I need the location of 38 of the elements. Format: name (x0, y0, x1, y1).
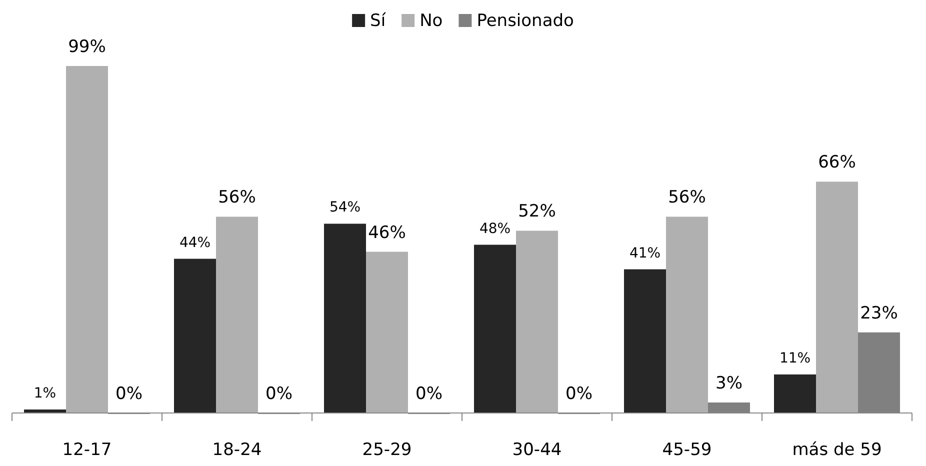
data-label: 3% (716, 373, 742, 394)
bar (774, 374, 816, 413)
data-label: 54% (329, 200, 361, 216)
data-label: 0% (116, 384, 142, 404)
legend-label: No (420, 11, 443, 31)
bar (624, 269, 666, 413)
data-label: 46% (368, 222, 406, 243)
data-label: 41% (629, 245, 661, 262)
bar (474, 244, 516, 413)
bar (216, 216, 258, 413)
bar (666, 216, 708, 413)
data-label: 0% (416, 384, 442, 404)
x-tick-label: más de 59 (792, 440, 882, 460)
x-tick-label: 12-17 (62, 440, 112, 460)
bar (816, 182, 858, 413)
data-label: 23% (860, 303, 898, 324)
x-tick-label: 18-24 (212, 440, 262, 460)
bar (366, 252, 408, 413)
data-label: 48% (479, 220, 511, 237)
data-label: 99% (68, 37, 106, 57)
data-label: 0% (566, 384, 592, 404)
data-label: 66% (818, 152, 856, 173)
bar (324, 224, 366, 413)
x-tick-label: 45-59 (662, 440, 712, 460)
data-label: 52% (518, 202, 556, 222)
legend-label: Sí (370, 11, 387, 31)
data-label: 44% (179, 234, 211, 251)
bar (174, 258, 216, 413)
x-tick-label: 30-44 (512, 440, 562, 460)
data-label: 11% (779, 350, 811, 366)
bar (516, 230, 558, 413)
bar (66, 66, 108, 413)
data-label: 0% (266, 384, 292, 404)
x-tick-label: 25-29 (362, 440, 412, 460)
legend-label: Pensionado (476, 11, 574, 31)
data-label: 56% (668, 188, 706, 208)
data-label: 1% (34, 385, 56, 402)
data-label: 56% (218, 188, 256, 208)
